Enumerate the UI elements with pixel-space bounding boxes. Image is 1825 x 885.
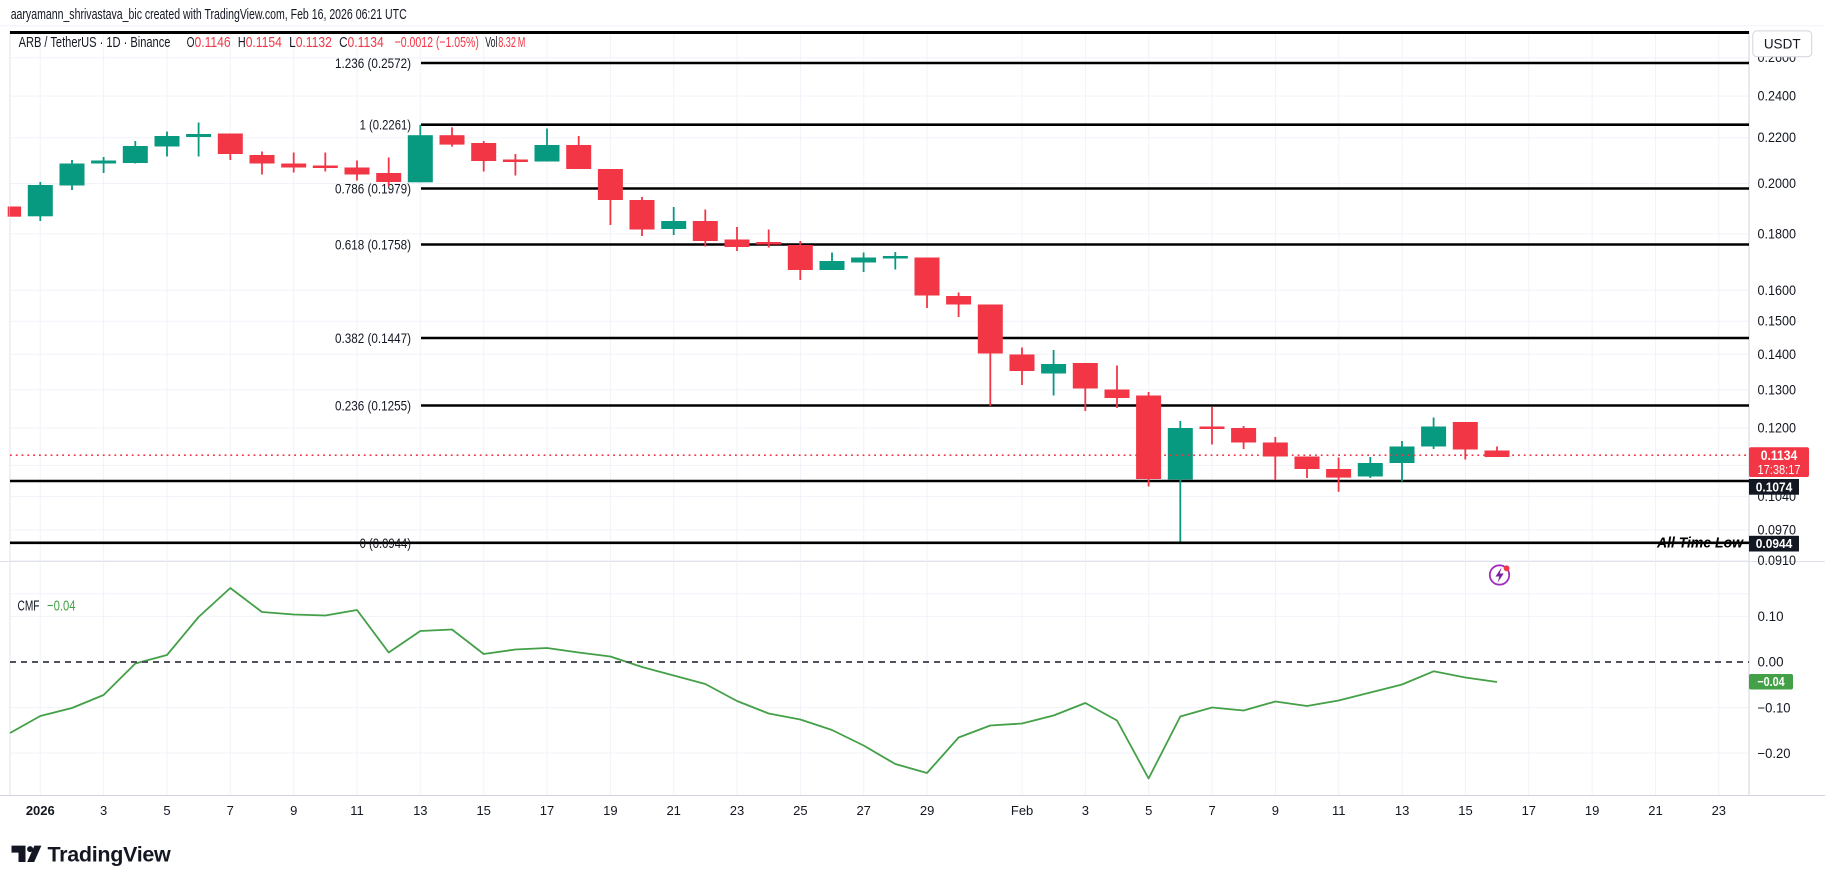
- svg-text:−0.20: −0.20: [1758, 746, 1791, 761]
- svg-text:15: 15: [1458, 803, 1472, 818]
- svg-text:0.2400: 0.2400: [1758, 89, 1797, 104]
- svg-text:TradingView: TradingView: [48, 843, 172, 867]
- svg-text:0.00: 0.00: [1758, 655, 1784, 670]
- svg-text:0.1400: 0.1400: [1758, 347, 1797, 362]
- svg-text:L: L: [289, 34, 296, 51]
- svg-text:21: 21: [1648, 803, 1662, 818]
- svg-text:−0.04: −0.04: [1757, 674, 1785, 689]
- svg-text:0.0970: 0.0970: [1758, 523, 1797, 538]
- svg-text:7: 7: [1208, 803, 1215, 818]
- svg-text:0.10: 0.10: [1758, 609, 1784, 624]
- svg-text:1 (0.2261): 1 (0.2261): [360, 117, 411, 133]
- svg-text:0.382 (0.1447): 0.382 (0.1447): [335, 330, 411, 346]
- svg-text:USDT: USDT: [1764, 37, 1801, 52]
- svg-text:17:38:17: 17:38:17: [1758, 462, 1801, 477]
- svg-text:0.236 (0.1255): 0.236 (0.1255): [335, 398, 411, 414]
- svg-text:21: 21: [666, 803, 680, 818]
- svg-text:0.618 (0.1758): 0.618 (0.1758): [335, 237, 411, 253]
- svg-text:0.1132: 0.1132: [296, 34, 332, 51]
- svg-text:17: 17: [1522, 803, 1536, 818]
- svg-text:29: 29: [920, 803, 934, 818]
- svg-text:19: 19: [1585, 803, 1599, 818]
- svg-text:11: 11: [1332, 803, 1346, 818]
- svg-text:−0.04: −0.04: [47, 597, 76, 614]
- svg-text:27: 27: [856, 803, 870, 818]
- svg-text:9: 9: [1272, 803, 1279, 818]
- svg-text:CMF: CMF: [18, 597, 40, 614]
- svg-text:0.1134: 0.1134: [348, 34, 384, 51]
- svg-text:0.1200: 0.1200: [1758, 421, 1797, 436]
- svg-text:5: 5: [163, 803, 170, 818]
- svg-text:1.236 (0.2572): 1.236 (0.2572): [335, 55, 411, 71]
- svg-text:Vol: Vol: [485, 34, 497, 51]
- svg-text:8.32 M: 8.32 M: [498, 34, 525, 51]
- svg-text:C: C: [339, 34, 348, 51]
- svg-text:11: 11: [350, 803, 364, 818]
- svg-text:ARB / TetherUS · 1D · Binance: ARB / TetherUS · 1D · Binance: [19, 34, 171, 51]
- svg-text:2026: 2026: [26, 803, 55, 818]
- svg-text:H: H: [238, 34, 246, 51]
- svg-text:0.1146: 0.1146: [195, 34, 231, 51]
- svg-text:0.0910: 0.0910: [1758, 553, 1797, 568]
- svg-text:3: 3: [100, 803, 107, 818]
- svg-text:0.1154: 0.1154: [246, 34, 282, 51]
- svg-text:17: 17: [540, 803, 554, 818]
- svg-text:All Time Low: All Time Low: [1656, 535, 1744, 552]
- svg-text:−0.0012 (−1.05%): −0.0012 (−1.05%): [395, 34, 479, 51]
- svg-text:7: 7: [227, 803, 234, 818]
- svg-text:13: 13: [1395, 803, 1409, 818]
- svg-text:−0.10: −0.10: [1758, 700, 1791, 715]
- svg-text:9: 9: [290, 803, 297, 818]
- svg-text:0.1134: 0.1134: [1761, 447, 1798, 463]
- svg-text:0 (0.0944): 0 (0.0944): [360, 535, 411, 551]
- svg-text:0.2200: 0.2200: [1758, 130, 1797, 145]
- svg-text:25: 25: [793, 803, 807, 818]
- svg-text:23: 23: [1712, 803, 1726, 818]
- svg-text:0.1600: 0.1600: [1758, 283, 1797, 298]
- svg-text:0.786 (0.1979): 0.786 (0.1979): [335, 181, 411, 197]
- svg-text:0.2000: 0.2000: [1758, 176, 1797, 191]
- svg-text:15: 15: [476, 803, 490, 818]
- svg-text:0.1074: 0.1074: [1756, 479, 1793, 494]
- svg-text:0.0944: 0.0944: [1756, 536, 1793, 551]
- svg-text:23: 23: [730, 803, 744, 818]
- svg-text:13: 13: [413, 803, 427, 818]
- svg-text:Feb: Feb: [1011, 803, 1033, 818]
- svg-text:19: 19: [603, 803, 617, 818]
- svg-text:O: O: [187, 34, 195, 51]
- svg-text:0.1500: 0.1500: [1758, 314, 1797, 329]
- svg-text:0.1800: 0.1800: [1758, 226, 1797, 241]
- svg-text:5: 5: [1145, 803, 1152, 818]
- svg-text:3: 3: [1082, 803, 1089, 818]
- svg-text:aaryamann_shrivastava_bic crea: aaryamann_shrivastava_bic created with T…: [11, 6, 407, 23]
- svg-text:0.1300: 0.1300: [1758, 382, 1797, 397]
